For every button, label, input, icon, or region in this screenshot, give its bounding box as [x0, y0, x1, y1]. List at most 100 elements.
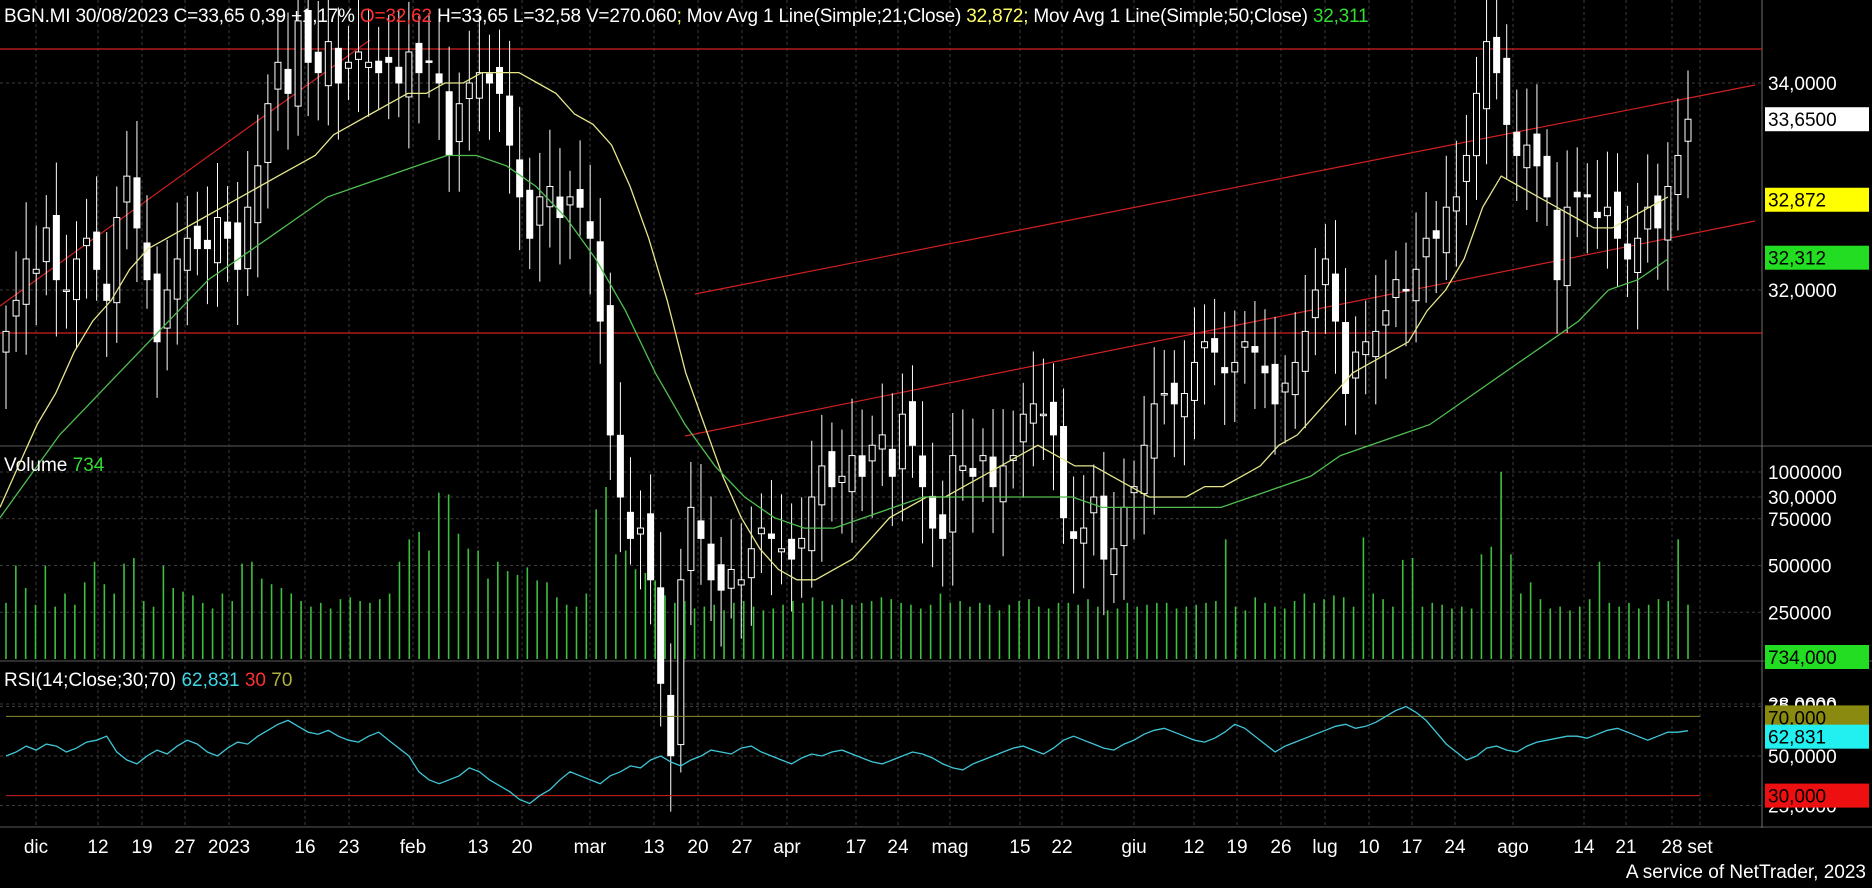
ma21-tag: 32,872: [1768, 191, 1826, 212]
candle-body: [1372, 330, 1380, 358]
volume-tick-label: 750000: [1768, 510, 1831, 531]
x-tick-label: dic: [24, 837, 48, 858]
candle-body: [747, 548, 755, 579]
channel-upper: [694, 84, 1756, 295]
candle-body: [657, 587, 665, 684]
candle-body: [1624, 243, 1632, 260]
volume-label: Volume: [4, 455, 68, 476]
candle-body: [808, 496, 816, 552]
symbol: BGN.MI: [4, 6, 71, 27]
x-tick-label: set: [1687, 837, 1713, 858]
x-tick-label: 17: [1401, 837, 1422, 858]
x-tick-label: 24: [887, 837, 909, 858]
candle-body: [1422, 237, 1430, 258]
candle-body: [959, 465, 967, 471]
candle-body: [999, 465, 1007, 503]
x-tick-label: 17: [845, 837, 866, 858]
candle-body: [1120, 506, 1128, 547]
candle-body: [1241, 341, 1249, 348]
candle-body: [727, 568, 735, 589]
separator: ;: [676, 6, 682, 27]
candle-body: [1080, 527, 1088, 544]
candle-body: [1049, 401, 1057, 436]
low-value: L=32,58: [513, 6, 581, 27]
candle-body: [818, 465, 826, 506]
candle-body: [425, 60, 433, 63]
candle-body: [1664, 186, 1672, 241]
candle-body: [465, 82, 473, 100]
candle-body: [83, 237, 91, 247]
x-tick-label: mag: [932, 837, 969, 858]
candle-body: [1342, 322, 1350, 395]
candle-body: [677, 579, 685, 746]
candle-body: [788, 538, 796, 560]
rsi-value-tag: 62,831: [1768, 728, 1826, 749]
candle-body: [163, 289, 171, 329]
x-tick-label: 10: [1358, 837, 1379, 858]
candle-body: [103, 283, 111, 301]
candle-body: [435, 73, 443, 84]
candle-body: [1503, 57, 1511, 125]
candle-body: [566, 196, 574, 206]
x-tick-label: 12: [1183, 837, 1204, 858]
volume-tag-bg: [1765, 645, 1869, 669]
candle-body: [556, 196, 564, 219]
candle-body: [153, 273, 161, 343]
candle-body: [1493, 36, 1501, 74]
candle-body: [1483, 41, 1491, 110]
candle-body: [1231, 361, 1239, 373]
candle-body: [22, 258, 30, 305]
candle-body: [274, 61, 282, 90]
candle-body: [767, 533, 775, 539]
candle-body: [183, 237, 191, 271]
rsi-label: RSI(14;Close;30;70): [4, 670, 177, 691]
candle-body: [1261, 365, 1269, 374]
x-tick-label: ago: [1497, 837, 1529, 858]
candle-body: [234, 222, 242, 270]
candle-body: [1553, 209, 1561, 281]
candle-body: [475, 72, 483, 99]
rsi-last: 62,831: [181, 670, 240, 691]
candle-body: [1634, 237, 1642, 273]
x-tick-label: 23: [338, 837, 359, 858]
candle-body: [1533, 133, 1541, 167]
candle-body: [919, 455, 927, 488]
volume-last: 734: [72, 455, 105, 476]
candle-body: [365, 61, 373, 68]
volume-value: V=270.060: [585, 6, 677, 27]
candle-body: [1019, 413, 1027, 443]
candle-body: [455, 103, 463, 143]
candle-body: [62, 289, 70, 292]
last-price-tag: 33,6500: [1768, 110, 1837, 131]
x-tick-label: feb: [400, 837, 426, 858]
last-price-tag-bg: [1765, 107, 1869, 132]
candle-body: [2, 330, 10, 353]
volume-tick-label: 1000000: [1768, 463, 1842, 484]
candle-body: [1070, 531, 1078, 539]
candle-body: [395, 66, 403, 84]
candle-body: [1029, 403, 1037, 424]
candle-body: [294, 20, 302, 107]
ma21-tag-bg: [1765, 187, 1869, 212]
candle-body: [1543, 155, 1551, 198]
candle-body: [647, 513, 655, 581]
price-tick-label: 34,0000: [1768, 74, 1837, 95]
chart-header: BGN.MI 30/08/2023 C=33,65 0,39 +1,17% O=…: [4, 6, 1369, 28]
x-tick-label: lug: [1312, 837, 1337, 858]
candle-body: [1352, 351, 1360, 379]
ma21-line: [0, 71, 1669, 581]
rsi-low-level: 30: [244, 670, 266, 691]
x-tick-label: 13: [643, 837, 664, 858]
candle-body: [606, 305, 614, 436]
candle-body: [828, 451, 836, 488]
candle-body: [546, 186, 554, 208]
candle-body: [878, 434, 886, 450]
candle-body: [143, 242, 151, 281]
rsi-high-level: 70: [271, 670, 293, 691]
x-tick-label: mar: [574, 837, 607, 858]
volume-tick-label: 250000: [1768, 603, 1831, 624]
x-tick-label: 15: [1009, 837, 1030, 858]
ma1-label: Mov Avg 1 Line(Simple;21;Close): [686, 6, 962, 27]
x-tick-label: 22: [1051, 837, 1072, 858]
